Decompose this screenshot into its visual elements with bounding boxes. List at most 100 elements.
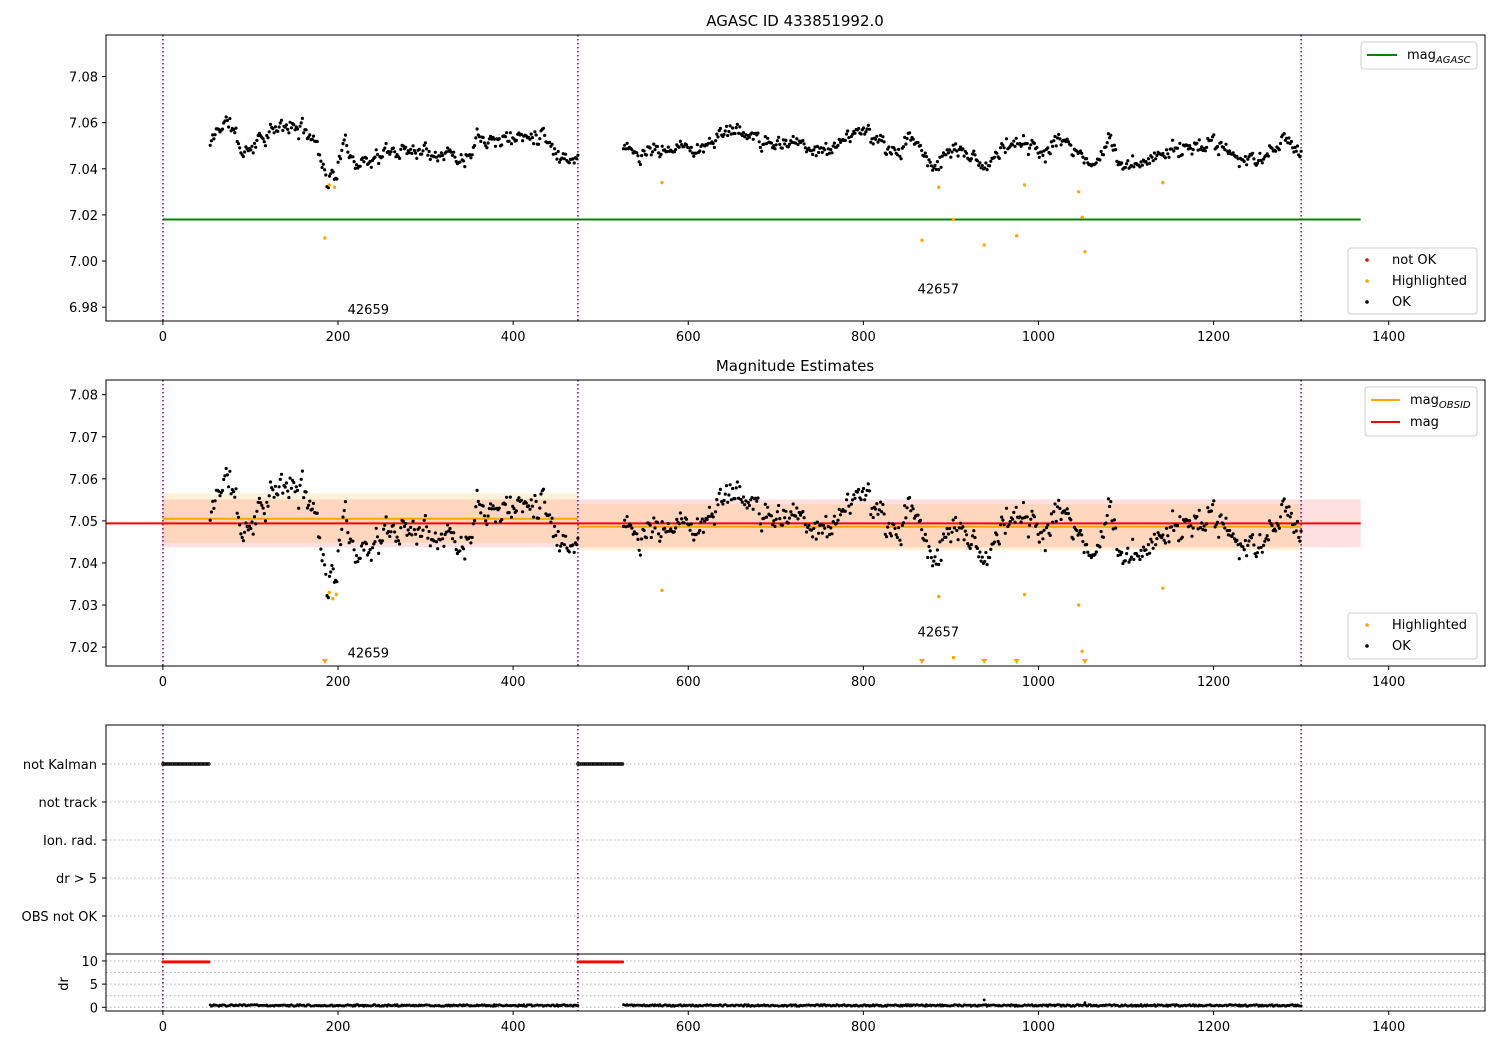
ok-point — [530, 504, 535, 508]
ok-point — [1265, 534, 1269, 538]
ok-point — [644, 536, 649, 540]
ok-point — [300, 469, 304, 473]
ok-point — [463, 165, 467, 169]
ok-point — [739, 497, 743, 502]
ok-point — [358, 556, 362, 561]
ok-point — [771, 523, 775, 527]
ok-point — [922, 538, 926, 542]
ok-point — [934, 167, 938, 171]
ok-point — [308, 133, 312, 137]
ok-point — [931, 168, 935, 172]
ok-point — [995, 533, 999, 537]
ok-point — [1298, 155, 1302, 159]
ok-point — [1169, 147, 1173, 151]
ok-point — [1099, 529, 1103, 534]
agasc-title: AGASC ID 433851992.0 — [706, 12, 884, 30]
ok-point — [804, 530, 809, 534]
ok-point — [658, 155, 662, 159]
ok-point — [1019, 520, 1023, 524]
ok-point — [224, 115, 228, 119]
x-tick-label: 200 — [326, 675, 351, 690]
ok-point — [1057, 132, 1061, 137]
ok-point — [955, 149, 959, 153]
ok-point — [507, 139, 511, 143]
ok-point — [294, 485, 298, 489]
ok-point — [1270, 523, 1274, 528]
ok-point — [1014, 136, 1018, 140]
ok-point — [897, 526, 901, 530]
ok-point — [271, 488, 275, 492]
ok-point — [985, 168, 989, 172]
ok-point — [894, 533, 898, 537]
ok-point — [881, 502, 885, 507]
ok-point — [916, 140, 920, 145]
ok-point — [893, 148, 897, 152]
ok-point — [1052, 139, 1056, 143]
ok-point — [305, 506, 309, 510]
ok-point — [321, 553, 325, 557]
ok-point — [966, 542, 970, 546]
ok-point — [1255, 161, 1260, 165]
ok-point — [1155, 537, 1159, 541]
ok-point — [1129, 555, 1133, 559]
ok-point — [625, 515, 629, 519]
ok-point — [1169, 525, 1173, 529]
ok-point — [425, 525, 429, 529]
ok-point — [700, 517, 704, 521]
ok-point — [410, 151, 414, 155]
ok-point — [555, 157, 559, 161]
ok-point — [893, 526, 897, 531]
ok-point — [760, 149, 764, 153]
ok-point — [490, 507, 494, 511]
ok-point — [982, 998, 986, 1002]
ok-point — [1011, 143, 1015, 147]
ok-point — [672, 530, 677, 534]
ok-point — [1042, 149, 1046, 153]
ok-point — [790, 513, 794, 517]
ok-point — [320, 165, 324, 170]
ok-point — [636, 537, 640, 542]
ok-point — [553, 147, 557, 151]
ok-point — [935, 548, 940, 552]
ok-point — [528, 507, 532, 511]
ok-point — [1203, 528, 1207, 532]
ok-point — [724, 484, 729, 488]
ok-point — [1125, 162, 1129, 166]
ok-point — [870, 137, 874, 141]
ok-point — [714, 510, 718, 514]
magnitude-title: Magnitude Estimates — [716, 357, 874, 375]
ok-point — [1178, 515, 1182, 519]
ok-point — [1111, 527, 1115, 531]
category-label: not track — [38, 796, 97, 811]
ok-point — [329, 570, 333, 574]
ok-point — [244, 521, 248, 525]
ok-point — [992, 155, 997, 159]
ok-point — [887, 521, 891, 525]
ok-point — [649, 535, 653, 540]
ok-point — [1156, 531, 1160, 535]
ok-point — [820, 150, 824, 154]
agasc-points — [208, 115, 1303, 254]
ok-point — [899, 543, 903, 547]
ok-point — [863, 132, 867, 136]
ok-point — [213, 499, 217, 503]
ok-point — [516, 498, 520, 502]
ok-point — [928, 549, 932, 553]
ok-point — [962, 154, 966, 158]
ok-point — [1007, 523, 1011, 527]
ok-point — [287, 131, 291, 135]
ok-point — [751, 137, 755, 141]
ok-point — [819, 146, 823, 150]
ok-point — [225, 118, 229, 123]
magnitude-axes-frame — [105, 379, 1486, 667]
ok-point — [824, 514, 828, 519]
ok-point — [1277, 526, 1281, 530]
ok-point — [637, 160, 641, 164]
ok-point — [415, 156, 419, 160]
ok-point — [1145, 162, 1149, 166]
ok-point — [500, 518, 504, 522]
ok-point — [1003, 150, 1007, 155]
ok-point — [1029, 517, 1033, 521]
ok-point — [764, 515, 769, 519]
ok-point — [500, 143, 504, 147]
